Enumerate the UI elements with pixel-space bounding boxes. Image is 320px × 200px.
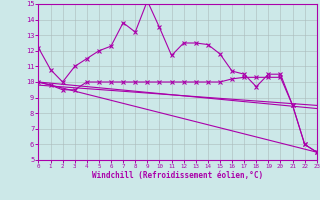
X-axis label: Windchill (Refroidissement éolien,°C): Windchill (Refroidissement éolien,°C): [92, 171, 263, 180]
